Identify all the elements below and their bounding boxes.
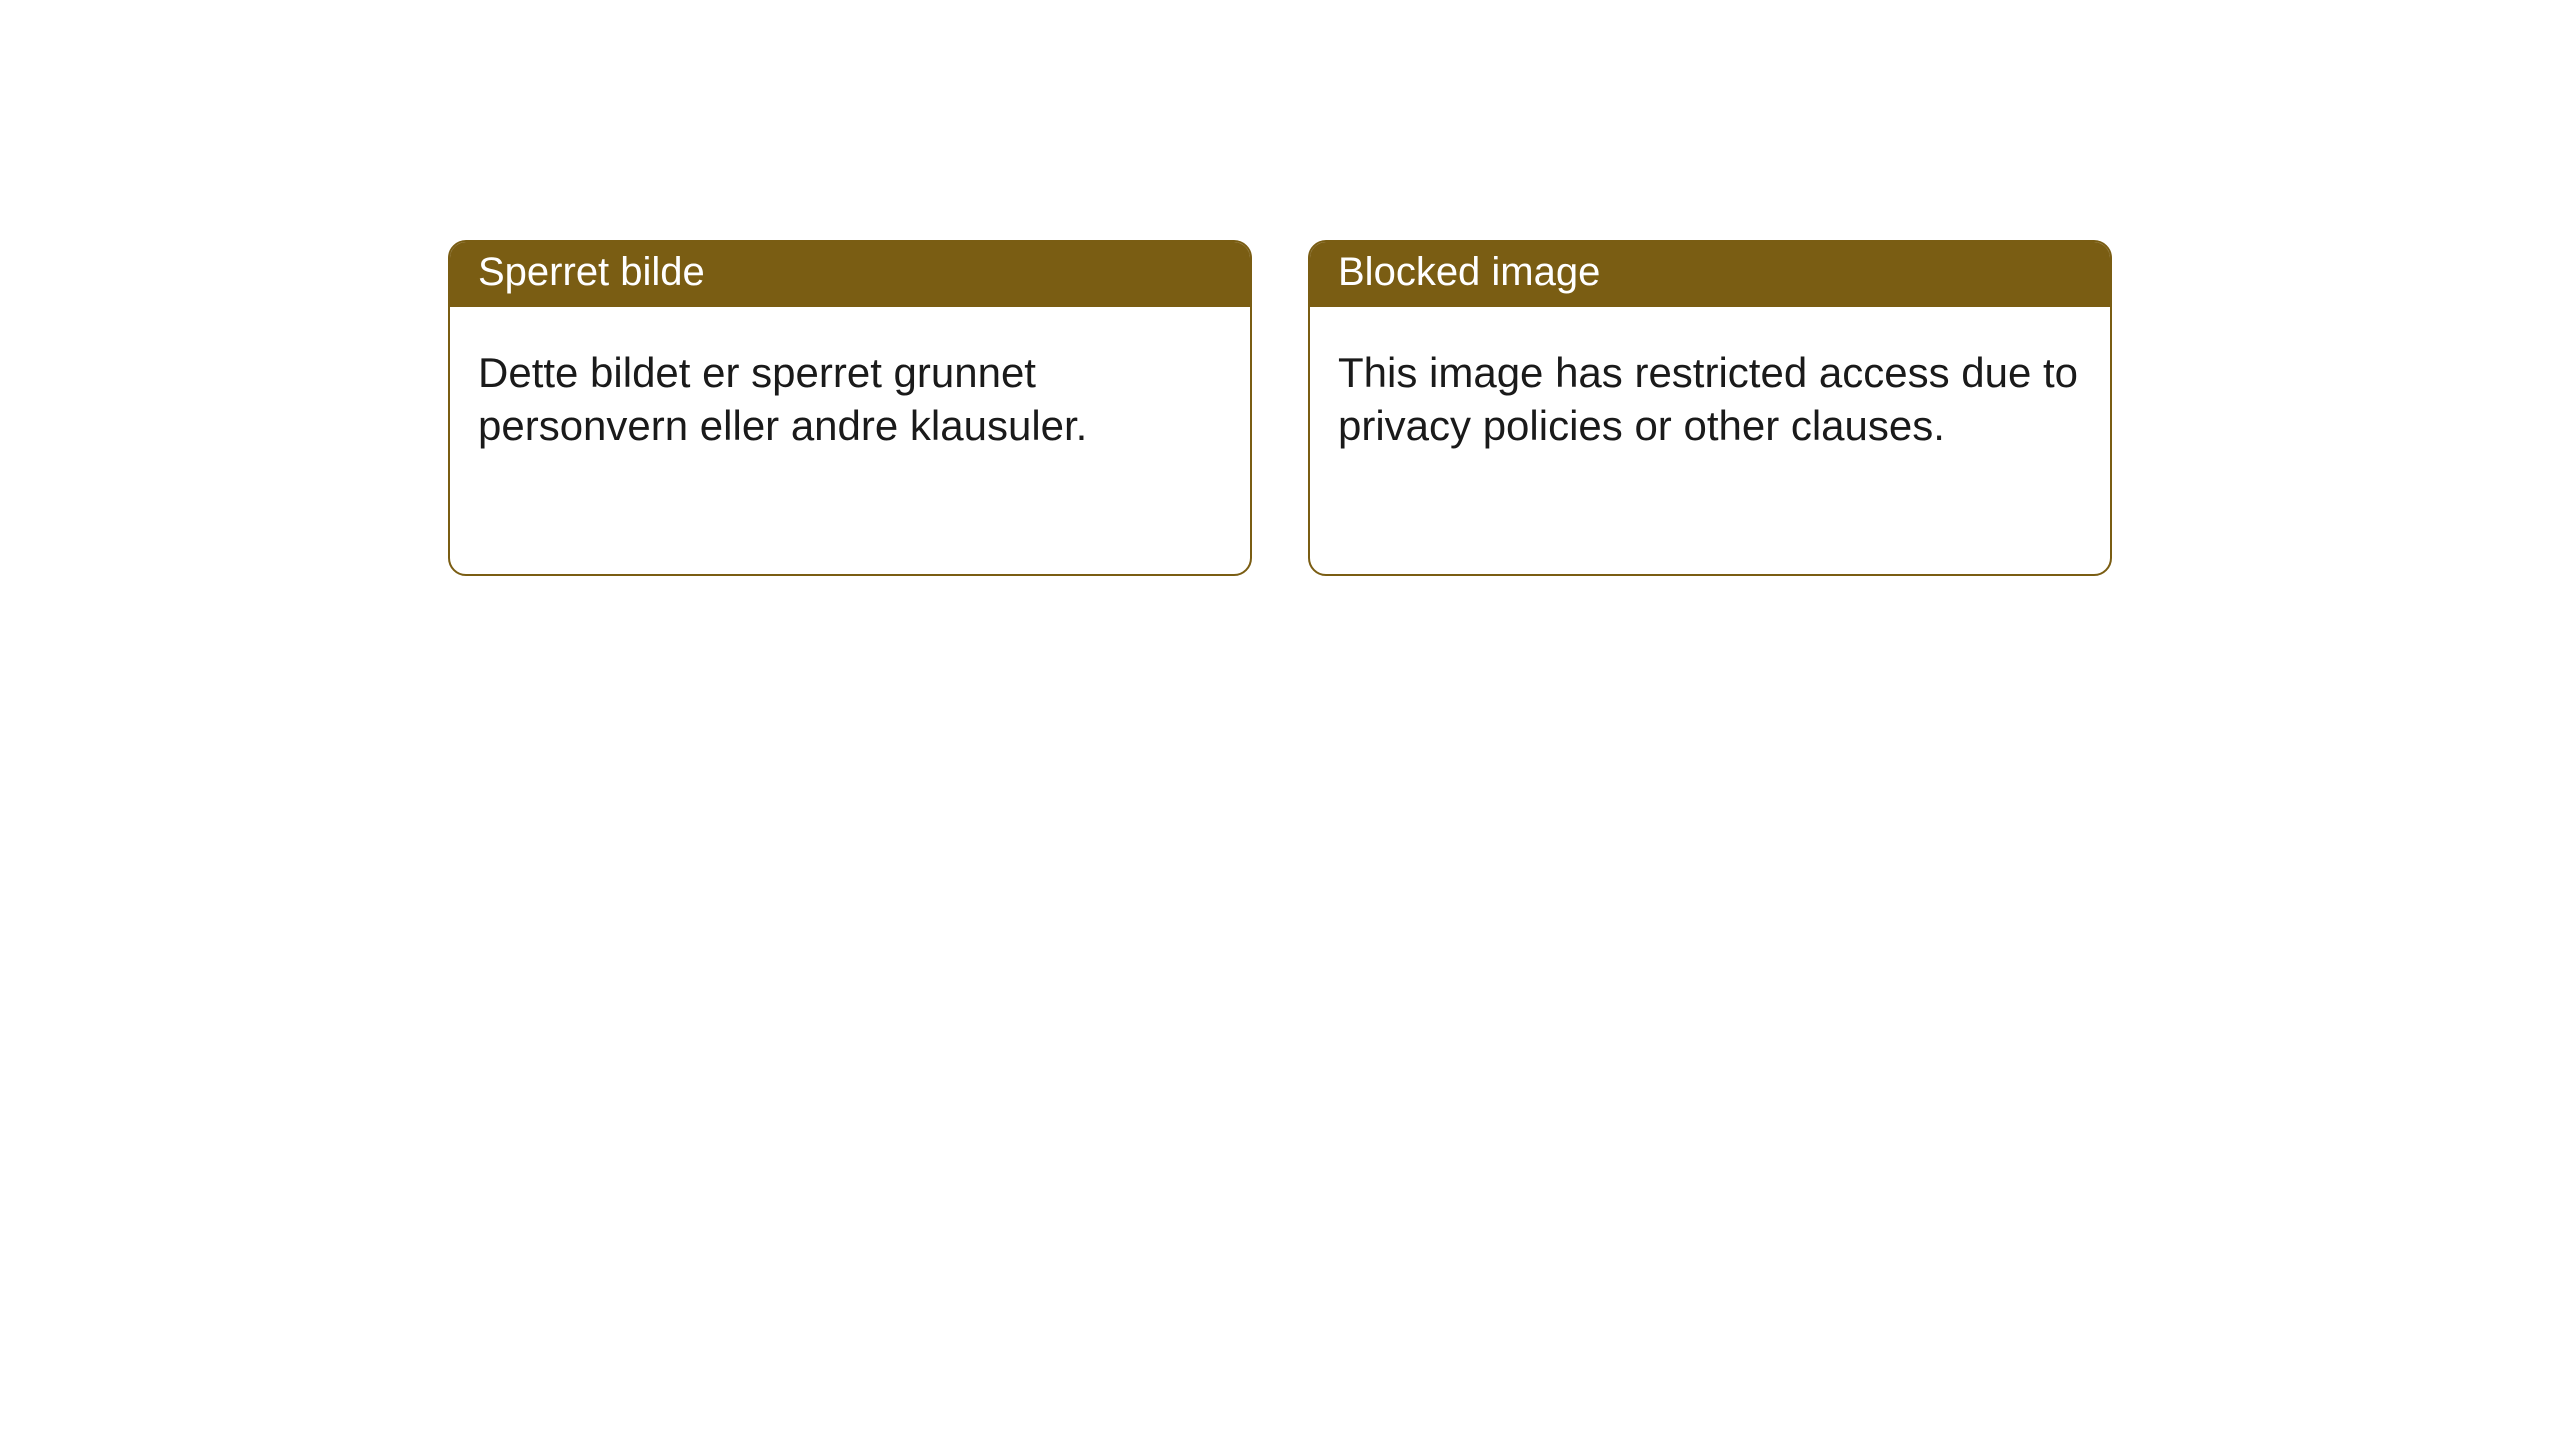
notice-body-english: This image has restricted access due to … [1310,307,2110,480]
notice-body-norwegian: Dette bildet er sperret grunnet personve… [450,307,1250,480]
notice-card-english: Blocked image This image has restricted … [1308,240,2112,576]
notice-header-norwegian: Sperret bilde [450,242,1250,307]
notice-container: Sperret bilde Dette bildet er sperret gr… [448,240,2112,576]
notice-card-norwegian: Sperret bilde Dette bildet er sperret gr… [448,240,1252,576]
notice-header-english: Blocked image [1310,242,2110,307]
